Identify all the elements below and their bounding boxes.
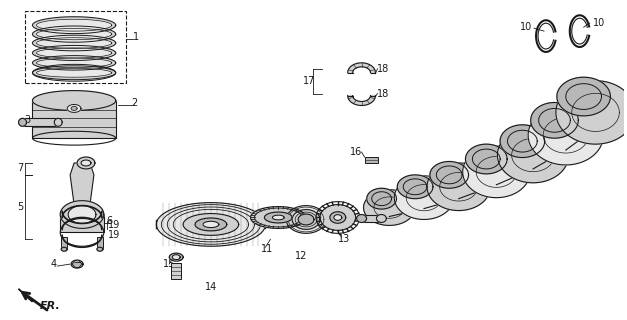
Text: 3: 3 — [24, 115, 31, 125]
Polygon shape — [36, 38, 112, 48]
Polygon shape — [465, 144, 507, 174]
Polygon shape — [77, 157, 95, 169]
Polygon shape — [172, 255, 180, 260]
Polygon shape — [203, 221, 219, 228]
Text: 7: 7 — [18, 163, 24, 173]
Polygon shape — [183, 213, 239, 235]
Polygon shape — [33, 35, 116, 51]
Polygon shape — [68, 206, 96, 223]
Polygon shape — [265, 212, 292, 223]
Polygon shape — [292, 210, 320, 229]
Polygon shape — [394, 176, 454, 220]
Polygon shape — [530, 102, 578, 138]
Polygon shape — [463, 146, 530, 198]
Text: 17: 17 — [303, 76, 315, 86]
Polygon shape — [67, 105, 81, 112]
Polygon shape — [427, 163, 490, 211]
Text: 2: 2 — [132, 99, 138, 108]
Bar — [24, 11, 125, 83]
Polygon shape — [33, 56, 116, 70]
Polygon shape — [36, 19, 112, 31]
Polygon shape — [348, 96, 376, 106]
Text: 14: 14 — [205, 282, 217, 292]
Polygon shape — [430, 162, 468, 188]
Polygon shape — [348, 63, 376, 73]
Polygon shape — [36, 68, 112, 77]
Bar — [61, 237, 67, 249]
Polygon shape — [36, 58, 112, 68]
Polygon shape — [298, 214, 314, 225]
Polygon shape — [251, 207, 306, 228]
Text: 18: 18 — [377, 89, 390, 99]
Polygon shape — [71, 260, 83, 268]
Bar — [171, 263, 181, 279]
Polygon shape — [272, 215, 284, 220]
Polygon shape — [195, 218, 227, 231]
Text: 10: 10 — [520, 22, 532, 32]
Polygon shape — [169, 253, 183, 261]
Polygon shape — [156, 203, 265, 246]
Polygon shape — [330, 212, 345, 223]
Bar — [97, 237, 103, 249]
Text: 5: 5 — [18, 202, 24, 212]
Polygon shape — [36, 48, 112, 58]
Polygon shape — [33, 45, 116, 60]
Polygon shape — [320, 204, 356, 230]
Polygon shape — [334, 215, 342, 220]
Polygon shape — [357, 214, 367, 222]
Polygon shape — [376, 214, 386, 222]
Text: 11: 11 — [260, 244, 273, 254]
Polygon shape — [500, 125, 545, 157]
Polygon shape — [33, 26, 116, 42]
Bar — [362, 214, 381, 222]
Polygon shape — [19, 118, 26, 126]
Polygon shape — [398, 175, 433, 199]
Text: 16: 16 — [350, 147, 362, 157]
Bar — [33, 100, 116, 138]
Text: 12: 12 — [295, 251, 307, 261]
Polygon shape — [528, 106, 603, 165]
Polygon shape — [497, 127, 569, 183]
Text: 4: 4 — [50, 259, 56, 269]
Text: 1: 1 — [132, 32, 139, 42]
Polygon shape — [36, 28, 112, 40]
Polygon shape — [367, 188, 396, 209]
Text: 19: 19 — [108, 230, 120, 240]
Text: 13: 13 — [338, 234, 350, 244]
Polygon shape — [70, 163, 94, 210]
Polygon shape — [23, 118, 58, 126]
Bar — [364, 157, 379, 163]
Text: 10: 10 — [593, 18, 605, 28]
Polygon shape — [33, 66, 116, 80]
Text: 8: 8 — [442, 195, 448, 205]
Polygon shape — [71, 107, 77, 110]
Text: 18: 18 — [377, 64, 390, 74]
Polygon shape — [55, 118, 62, 126]
Polygon shape — [556, 81, 627, 144]
Text: 19: 19 — [108, 220, 120, 230]
Polygon shape — [33, 17, 116, 34]
Polygon shape — [81, 160, 91, 166]
Polygon shape — [19, 289, 33, 302]
Polygon shape — [287, 206, 326, 233]
Text: 6: 6 — [107, 216, 113, 227]
Polygon shape — [557, 77, 611, 116]
Polygon shape — [60, 214, 104, 232]
Text: 15: 15 — [163, 259, 176, 269]
Polygon shape — [61, 247, 67, 251]
Polygon shape — [60, 201, 104, 228]
Text: FR.: FR. — [40, 301, 60, 311]
Polygon shape — [97, 247, 103, 251]
Polygon shape — [364, 190, 415, 225]
Polygon shape — [33, 91, 116, 110]
